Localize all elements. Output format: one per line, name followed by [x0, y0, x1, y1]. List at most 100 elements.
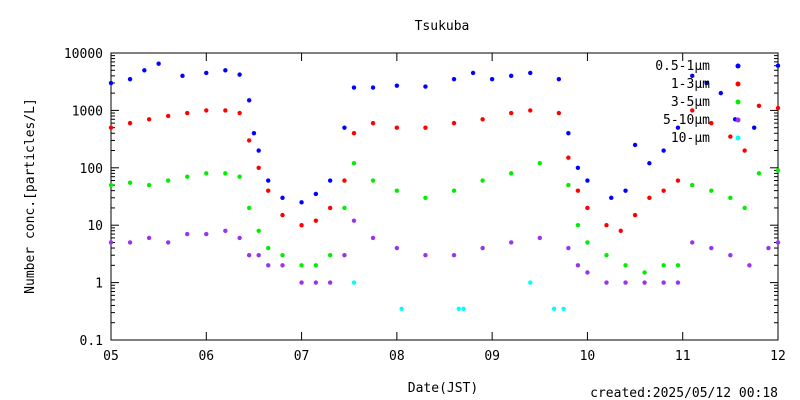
data-point	[661, 148, 666, 153]
data-point	[185, 110, 190, 116]
data-point	[561, 306, 566, 311]
data-point	[690, 182, 695, 188]
data-point	[618, 228, 623, 233]
data-point	[146, 235, 152, 241]
data-point	[451, 120, 457, 126]
y-tick-label: 1000	[72, 104, 103, 119]
data-point	[728, 253, 733, 258]
data-point	[251, 131, 257, 136]
data-point	[575, 165, 581, 170]
data-point	[204, 70, 209, 76]
data-point	[256, 228, 261, 233]
data-point	[451, 188, 457, 193]
data-point	[127, 76, 133, 82]
data-point	[146, 182, 152, 188]
data-point	[313, 218, 319, 223]
data-point	[728, 195, 733, 201]
data-point	[108, 240, 114, 245]
data-point	[642, 280, 647, 285]
data-point	[327, 178, 333, 183]
data-point	[690, 73, 695, 79]
data-point	[299, 223, 304, 228]
data-point	[165, 113, 171, 119]
series-5	[351, 280, 566, 311]
data-point	[456, 306, 461, 311]
data-point	[551, 306, 557, 311]
data-point	[237, 235, 242, 241]
legend-label: 0.5-1μm	[655, 59, 710, 74]
data-point	[604, 223, 609, 228]
data-point	[675, 263, 681, 268]
data-point	[709, 188, 714, 193]
data-point	[423, 84, 428, 89]
x-tick-label: 10	[580, 349, 596, 364]
data-point	[585, 205, 590, 211]
legend-marker	[735, 63, 741, 69]
data-point	[313, 191, 319, 197]
legend-marker	[735, 117, 741, 123]
data-point	[675, 178, 681, 183]
series-1	[108, 61, 781, 205]
legend-label: 1-3μm	[671, 77, 710, 92]
data-point	[775, 63, 781, 68]
data-point	[642, 270, 647, 275]
series-4	[108, 218, 781, 285]
data-point	[709, 245, 714, 251]
legend-marker	[735, 81, 741, 87]
y-tick-label: 1	[95, 277, 103, 292]
data-point	[156, 61, 161, 66]
y-tick-label: 100	[80, 162, 103, 177]
legend-label: 3-5μm	[671, 95, 710, 110]
data-point	[266, 245, 271, 251]
data-point	[623, 188, 628, 193]
data-point	[690, 240, 695, 245]
data-point	[351, 161, 357, 166]
data-point	[108, 80, 114, 86]
data-point	[661, 263, 666, 268]
data-point	[127, 180, 133, 185]
data-point	[537, 161, 542, 166]
data-point	[537, 235, 542, 241]
data-point	[728, 134, 733, 139]
series-layer	[108, 61, 781, 311]
data-point	[756, 171, 762, 176]
data-point	[237, 174, 242, 179]
data-point	[566, 131, 571, 136]
data-point	[246, 138, 252, 143]
x-tick-label: 08	[389, 349, 405, 364]
data-point	[185, 174, 190, 179]
data-point	[256, 148, 261, 153]
data-point	[751, 125, 757, 130]
data-point	[566, 245, 571, 251]
data-point	[718, 90, 724, 96]
data-point	[313, 263, 319, 268]
data-point	[127, 120, 133, 126]
data-point	[280, 263, 285, 268]
y-axis: 0.1 1 10 100 1000 10000	[64, 47, 778, 349]
data-point	[394, 188, 400, 193]
data-point	[146, 117, 152, 122]
series-2	[108, 103, 781, 233]
data-point	[299, 263, 304, 268]
data-point	[742, 148, 747, 153]
data-point	[704, 80, 709, 86]
data-point	[775, 168, 781, 173]
data-point	[370, 120, 376, 126]
data-point	[313, 280, 319, 285]
data-point	[575, 263, 581, 268]
data-point	[528, 280, 533, 285]
data-point	[299, 280, 304, 285]
data-point	[237, 72, 242, 77]
data-point	[246, 205, 252, 211]
data-point	[480, 117, 485, 122]
x-axis: 05 06 07 08 09 10 11 12	[103, 53, 786, 364]
y-tick-label: 10000	[64, 47, 103, 62]
data-point	[204, 108, 209, 113]
data-point	[480, 245, 485, 251]
data-point	[480, 178, 485, 183]
x-tick-label: 07	[294, 349, 310, 364]
data-point	[394, 125, 400, 130]
data-point	[585, 270, 590, 275]
data-point	[351, 280, 357, 285]
